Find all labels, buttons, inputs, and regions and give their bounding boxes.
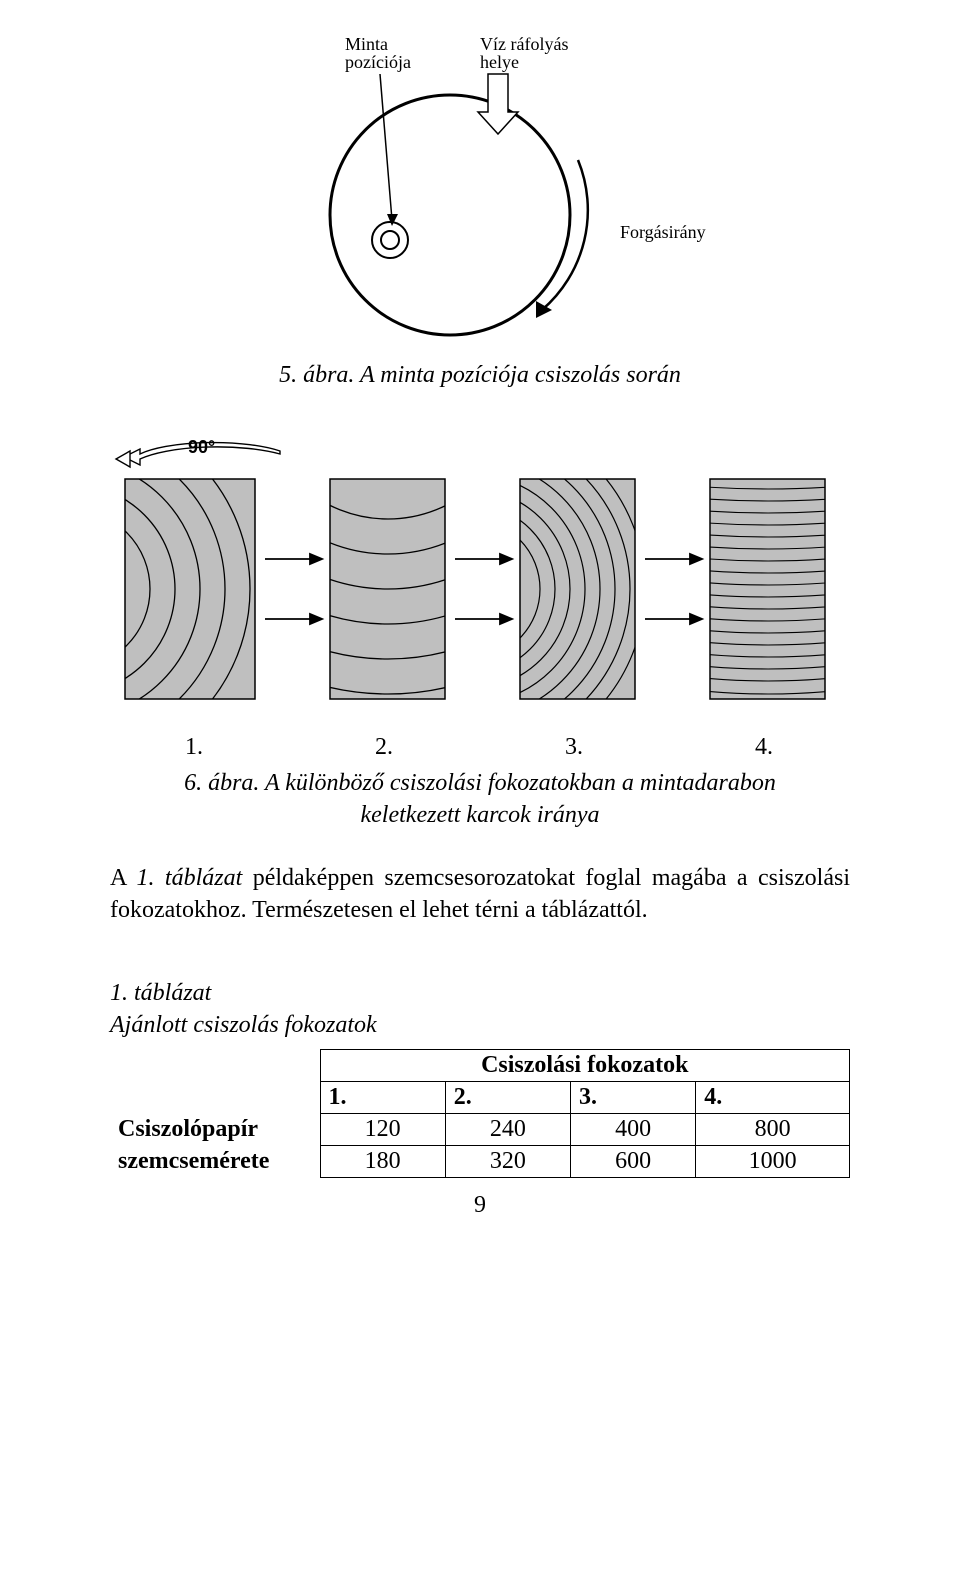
disc-circle: [330, 95, 570, 335]
col-2: 2.: [445, 1082, 570, 1114]
arrow-3-4: [645, 554, 702, 624]
cell-0-2: 400: [571, 1114, 696, 1146]
label-sample-pos-2: pozíciója: [345, 52, 411, 72]
row-label-2: szemcsemérete: [110, 1146, 320, 1178]
sample-outer: [372, 222, 408, 258]
arrow-sample-line: [380, 74, 392, 220]
sample-inner: [381, 231, 399, 249]
body-paragraph: A 1. táblázat példaképpen szemcsesorozat…: [110, 862, 850, 927]
table-title-2: Ajánlott csiszolás fokozatok: [110, 1012, 377, 1038]
step-num-4: 4.: [755, 734, 773, 761]
step-num-3: 3.: [565, 734, 755, 761]
arrow-2-3: [455, 554, 512, 624]
label-water-2: helye: [480, 52, 519, 72]
row-label-empty: [110, 1050, 320, 1082]
caption-figure-5: 5. ábra. A minta pozíciója csiszolás sor…: [110, 362, 850, 389]
tile-1: [110, 429, 255, 719]
page-number: 9: [110, 1192, 850, 1219]
caption-6-line1: 6. ábra. A különböző csiszolási fokozato…: [184, 770, 776, 796]
row-label-empty-2: [110, 1082, 320, 1114]
col-4: 4.: [696, 1082, 850, 1114]
cell-1-2: 600: [571, 1146, 696, 1178]
cell-0-0: 120: [320, 1114, 445, 1146]
step-num-2: 2.: [375, 734, 565, 761]
row-label-1: Csiszolópapír: [110, 1114, 320, 1146]
table-title-1: 1. táblázat: [110, 980, 211, 1006]
cell-0-1: 240: [445, 1114, 570, 1146]
para-ref: 1. táblázat: [136, 865, 242, 891]
caption-6-line2: keletkezett karcok iránya: [361, 802, 600, 828]
step-num-1: 1.: [185, 734, 375, 761]
cell-1-3: 1000: [696, 1146, 850, 1178]
label-sample-pos-1: Minta: [345, 34, 388, 54]
label-rotation: Forgásirány: [620, 222, 706, 242]
figure-rotation-steps: 90°: [110, 429, 850, 761]
caption-figure-6: 6. ábra. A különböző csiszolási fokozato…: [110, 767, 850, 832]
water-arrow: [478, 74, 518, 134]
arrow-1-2: [265, 554, 322, 624]
step-numbers-row: 1. 2. 3. 4.: [110, 734, 850, 761]
cell-1-0: 180: [320, 1146, 445, 1178]
para-prefix: A: [110, 865, 136, 891]
figure-disc: Minta pozíciója Víz ráfolyás helye Forgá…: [110, 30, 850, 350]
rotate-90-label: 90°: [188, 437, 215, 457]
steps-svg: 90°: [110, 429, 850, 719]
label-water-1: Víz ráfolyás: [480, 34, 568, 54]
rotation-arrow: [536, 160, 588, 318]
grit-table: Csiszolási fokozatok 1. 2. 3. 4. Csiszol…: [110, 1049, 850, 1178]
cell-1-1: 320: [445, 1146, 570, 1178]
cell-0-3: 800: [696, 1114, 850, 1146]
table-header-span: Csiszolási fokozatok: [320, 1050, 850, 1082]
col-3: 3.: [571, 1082, 696, 1114]
disc-svg: Minta pozíciója Víz ráfolyás helye Forgá…: [220, 30, 740, 350]
table-title: 1. táblázat Ajánlott csiszolás fokozatok: [110, 977, 850, 1042]
col-1: 1.: [320, 1082, 445, 1114]
